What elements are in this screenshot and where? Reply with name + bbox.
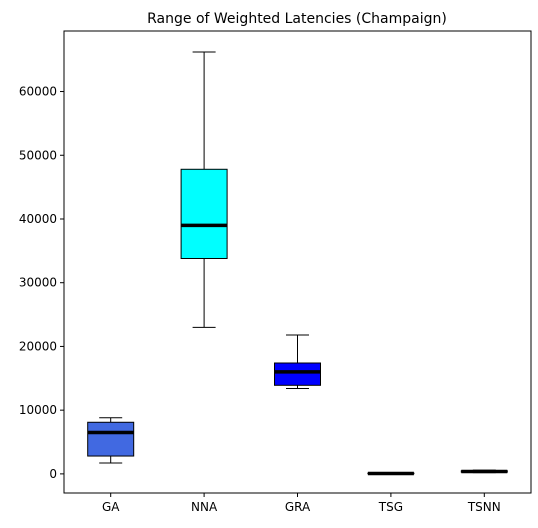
box-tsg xyxy=(367,471,415,476)
x-tick-label: NNA xyxy=(191,500,218,514)
y-tick-label: 60000 xyxy=(19,85,57,99)
y-axis: 0 10000 20000 30000 40000 50000 60000 xyxy=(19,85,64,481)
box-nna xyxy=(180,51,228,328)
plot-frame xyxy=(63,30,532,494)
y-tick-label: 0 xyxy=(49,467,57,481)
box-ga xyxy=(87,417,135,464)
box-body xyxy=(180,168,228,259)
x-axis: GA NNA GRA TSG TSNN xyxy=(102,493,501,514)
box-tsnn xyxy=(460,469,508,474)
x-tick-label: GRA xyxy=(285,500,311,514)
x-tick-label: TSNN xyxy=(467,500,501,514)
x-tick-label: TSG xyxy=(378,500,403,514)
y-tick-label: 30000 xyxy=(19,276,57,290)
x-tick-label: GA xyxy=(102,500,120,514)
y-tick-label: 20000 xyxy=(19,339,57,353)
boxes-group xyxy=(87,51,508,476)
chart-title: Range of Weighted Latencies (Champaign) xyxy=(147,11,447,27)
y-tick-label: 40000 xyxy=(19,212,57,226)
box-body xyxy=(87,421,135,457)
box-body xyxy=(274,362,321,386)
y-tick-label: 50000 xyxy=(19,148,57,162)
box-gra xyxy=(274,334,321,389)
y-tick-label: 10000 xyxy=(19,403,57,417)
